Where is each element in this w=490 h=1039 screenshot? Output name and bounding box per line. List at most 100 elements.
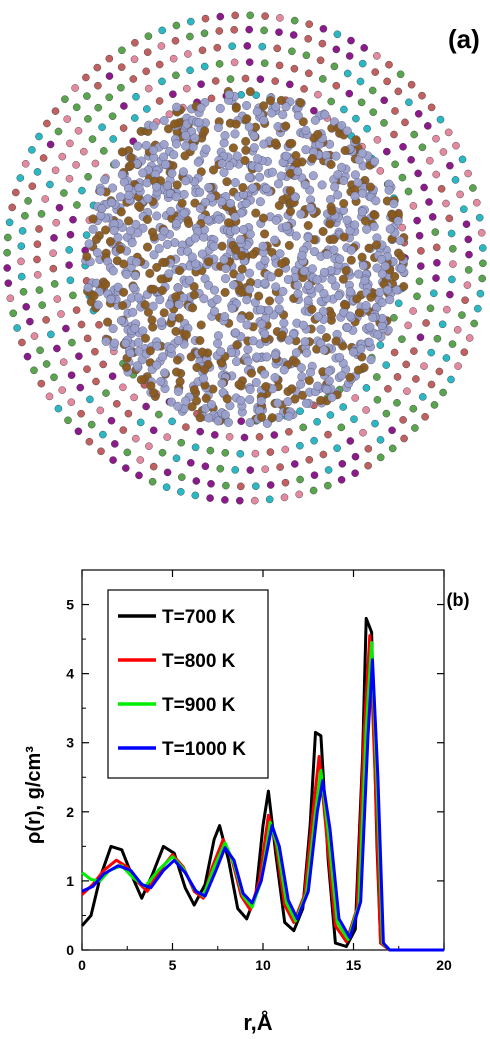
core-atom [125, 348, 135, 358]
shell-atom [413, 216, 421, 225]
core-atom [140, 333, 150, 343]
core-atom [299, 266, 309, 276]
shell-atom [463, 281, 472, 289]
core-atom [339, 198, 349, 208]
core-atom [354, 269, 364, 279]
core-atom [307, 153, 317, 163]
core-atom [262, 418, 272, 428]
core-atom [159, 140, 169, 150]
core-atom [318, 226, 328, 236]
shell-atom [87, 420, 96, 429]
core-atom [297, 250, 307, 260]
core-atom [373, 330, 383, 340]
core-atom [242, 114, 252, 124]
shell-atom [93, 63, 102, 72]
shell-atom [21, 159, 30, 168]
shell-atom [250, 496, 259, 505]
core-atom [152, 262, 162, 272]
shell-atom [228, 42, 236, 51]
core-atom [173, 283, 183, 293]
core-atom [261, 382, 271, 392]
shell-atom [465, 334, 474, 342]
shell-atom [273, 44, 282, 53]
shell-atom [69, 291, 77, 300]
shell-atom [3, 248, 11, 257]
core-atom [179, 189, 189, 199]
core-atom [115, 192, 125, 202]
shell-atom [67, 398, 76, 407]
shell-atom [256, 75, 265, 83]
shell-atom [296, 441, 304, 450]
core-atom [200, 197, 210, 207]
core-atom [213, 331, 223, 341]
shell-atom [22, 302, 31, 311]
core-atom [274, 304, 284, 314]
core-atom [243, 344, 253, 354]
core-atom [88, 224, 98, 234]
core-atom [293, 289, 303, 299]
shell-atom [88, 135, 97, 143]
y-tick-label: 4 [66, 666, 74, 682]
shell-atom [236, 482, 245, 491]
shell-atom [323, 481, 332, 490]
core-atom [92, 248, 102, 258]
core-atom [143, 194, 153, 204]
shell-atom [51, 166, 60, 175]
shell-atom [23, 352, 32, 361]
core-atom [345, 372, 355, 382]
core-atom [201, 393, 211, 403]
shell-atom [246, 466, 255, 474]
shell-atom [296, 475, 304, 484]
core-atom [251, 208, 261, 218]
shell-atom [421, 412, 429, 421]
core-atom [127, 238, 137, 248]
core-atom [236, 234, 246, 244]
core-atom [181, 141, 191, 151]
shell-atom [275, 61, 284, 70]
core-atom [329, 245, 339, 255]
core-atom [230, 225, 240, 235]
shell-atom [99, 430, 107, 439]
core-atom [377, 269, 387, 279]
core-atom [197, 249, 207, 259]
shell-atom [302, 51, 311, 60]
core-atom [337, 371, 347, 381]
core-atom [262, 352, 272, 362]
shell-atom [425, 156, 434, 165]
core-atom [84, 239, 94, 249]
shell-atom [456, 190, 464, 199]
shell-atom [46, 180, 54, 189]
shell-atom [136, 456, 145, 464]
core-atom [126, 152, 136, 162]
shell-atom [119, 124, 128, 132]
core-atom [236, 396, 246, 406]
shell-atom [117, 83, 125, 92]
shell-atom [266, 481, 275, 489]
shell-atom [469, 184, 477, 192]
shell-atom [65, 246, 73, 254]
shell-atom [429, 289, 438, 298]
shell-atom [78, 186, 86, 195]
core-atom [293, 111, 303, 121]
shell-atom [136, 418, 145, 427]
shell-atom [251, 449, 260, 458]
core-atom [171, 219, 181, 229]
shell-atom [390, 313, 398, 322]
shell-atom [118, 46, 126, 55]
shell-atom [399, 416, 407, 424]
core-atom [225, 198, 235, 208]
shell-atom [359, 428, 367, 437]
core-atom [316, 395, 326, 405]
core-atom [396, 251, 406, 261]
core-atom [220, 130, 230, 140]
shell-atom [280, 493, 289, 502]
core-atom [159, 226, 169, 236]
shell-atom [13, 324, 21, 332]
core-atom [389, 199, 399, 209]
core-atom [345, 287, 355, 297]
shell-atom [207, 479, 215, 488]
core-atom [246, 368, 256, 378]
core-atom [360, 276, 370, 286]
core-atom [230, 177, 240, 187]
core-atom [245, 395, 255, 405]
